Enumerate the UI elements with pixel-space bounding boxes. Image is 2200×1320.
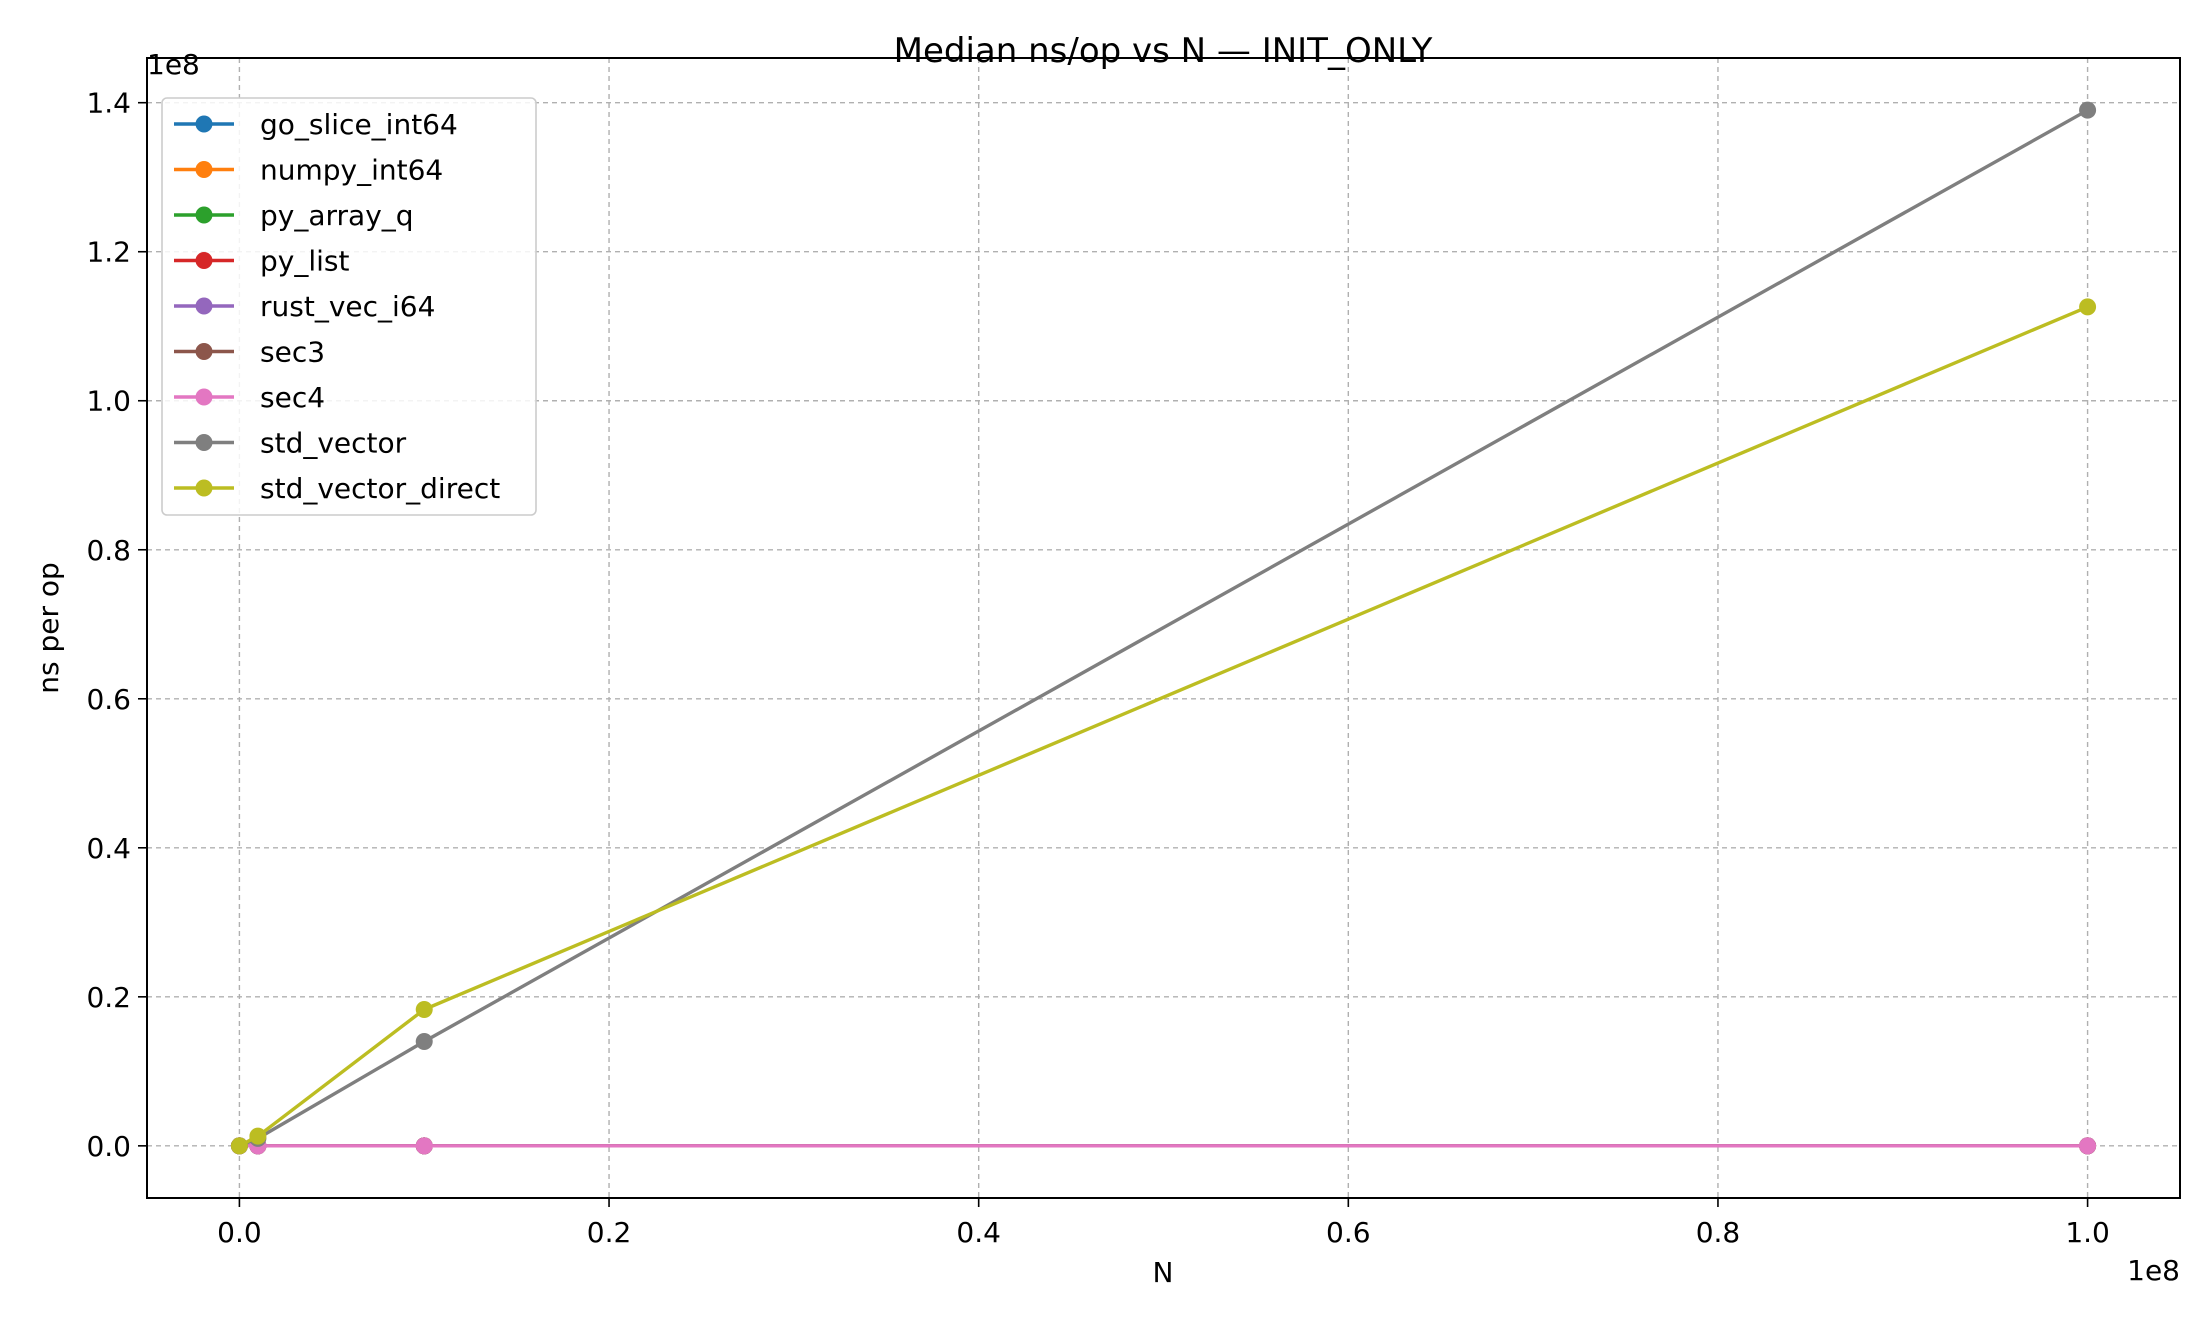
series-group (230, 101, 2097, 1155)
series-line (238, 305, 2089, 1148)
legend-swatch-marker (195, 479, 213, 497)
y-tick-label: 0.2 (86, 981, 131, 1014)
data-point (415, 1000, 433, 1018)
x-tick-label: 0.6 (1326, 1216, 1371, 1249)
legend-box (161, 97, 537, 516)
data-point (415, 1033, 433, 1051)
legend-swatch-marker (195, 297, 213, 315)
data-point (415, 1137, 433, 1155)
y-tick-label: 0.6 (86, 683, 131, 716)
data-point (2079, 101, 2097, 119)
data-point (249, 1127, 267, 1145)
legend-label: py_array_q (260, 199, 414, 232)
legend-label: sec3 (260, 336, 325, 369)
y-tick-label: 0.4 (86, 832, 131, 865)
legend-swatch-marker (195, 343, 213, 360)
x-offset-label: 1e8 (2127, 1254, 2180, 1287)
series-std-vector-direct (230, 298, 2097, 1155)
data-point (230, 1137, 248, 1155)
y-tick-label: 1.4 (86, 87, 131, 120)
legend-item: rust_vec_i64 (174, 290, 435, 323)
legend-label: numpy_int64 (260, 154, 443, 187)
data-point (2079, 1137, 2097, 1155)
legend-item: py_list (174, 245, 349, 278)
legend-label: std_vector_direct (260, 472, 500, 505)
legend-swatch-marker (195, 388, 213, 406)
legend-label: go_slice_int64 (260, 108, 458, 141)
data-point (2079, 298, 2097, 316)
x-tick-label: 0.8 (1696, 1216, 1741, 1249)
legend-label: sec4 (260, 381, 325, 414)
legend-item: go_slice_int64 (174, 108, 458, 141)
legend-swatch-marker (195, 115, 213, 133)
y-offset-label: 1e8 (147, 48, 200, 81)
legend-swatch-marker (195, 206, 213, 224)
legend-item: std_vector (174, 427, 407, 460)
legend-swatch-marker (195, 434, 213, 451)
legend-swatch-marker (195, 252, 213, 269)
x-tick-label: 0.4 (956, 1216, 1001, 1249)
legend-label: py_list (260, 245, 349, 278)
legend-label: rust_vec_i64 (260, 290, 435, 323)
x-axis-label: N (1153, 1256, 1174, 1289)
y-tick-label: 0.8 (86, 534, 131, 567)
chart-title: Median ns/op vs N — INIT_ONLY (894, 31, 1433, 71)
legend-item: py_array_q (174, 199, 414, 232)
axis-ticks: 0.0 0.2 0.4 0.6 0.8 1.0 0.0 0.2 0.4 0.6 0.8 1.0 1.2 1… (86, 87, 2109, 1249)
y-axis-label: ns per op (32, 562, 65, 694)
legend-swatch-marker (195, 161, 213, 178)
x-tick-label: 0.0 (217, 1216, 262, 1249)
x-tick-label: 1.0 (2065, 1216, 2110, 1249)
y-tick-label: 1.0 (86, 385, 131, 418)
legend-item: numpy_int64 (174, 154, 443, 187)
legend-item: std_vector_direct (174, 472, 500, 505)
legend-label: std_vector (260, 427, 407, 460)
legend-item: sec4 (174, 381, 325, 414)
legend-item: sec3 (174, 336, 325, 369)
y-tick-label: 1.2 (86, 236, 131, 269)
x-tick-label: 0.2 (587, 1216, 632, 1249)
y-tick-label: 0.0 (86, 1130, 131, 1163)
plot-frame (146, 57, 2181, 1199)
legend: go_slice_int64 numpy_int64 py_array_q py_li… (161, 97, 537, 516)
